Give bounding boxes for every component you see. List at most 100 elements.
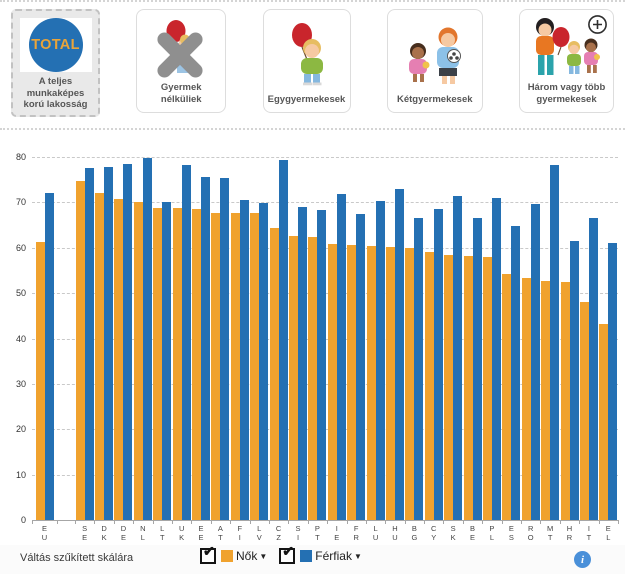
bar-ferfiak-SK[interactable] (453, 196, 463, 520)
bar-nok-RO[interactable] (521, 278, 531, 520)
bar-ferfiak-LV[interactable] (259, 203, 269, 520)
bar-nok-EU[interactable] (35, 241, 45, 520)
bar-ferfiak-CY[interactable] (433, 208, 443, 520)
bar-nok-IT[interactable] (579, 301, 589, 520)
bar-nok-LU[interactable] (366, 245, 376, 520)
legend-checkbox-nok[interactable]: ✔ (200, 543, 216, 564)
x-axis-tick (75, 520, 76, 524)
footer: Váltás szűkített skálára ✔ Nők ▼ ✔ Férfi… (0, 543, 625, 574)
bar-nok-EL[interactable] (599, 323, 609, 520)
bar-nok-LV[interactable] (250, 213, 260, 520)
x-axis-tick (404, 520, 406, 524)
bar-ferfiak-SI[interactable] (298, 207, 308, 520)
bar-ferfiak-IE[interactable] (336, 194, 346, 520)
bar-ferfiak-AT[interactable] (220, 177, 230, 520)
y-axis-label: 10 (15, 469, 26, 480)
bar-ferfiak-HU[interactable] (394, 188, 404, 520)
bar-ferfiak-CZ[interactable] (278, 160, 288, 520)
bar-ferfiak-MT[interactable] (550, 164, 560, 520)
dropdown-arrow-icon[interactable]: ▼ (259, 552, 268, 561)
bar-ferfiak-RO[interactable] (530, 203, 540, 520)
x-axis-tick (268, 520, 270, 524)
bar-nok-SI[interactable] (289, 235, 299, 520)
bar-ferfiak-UK[interactable] (181, 164, 191, 520)
legend: ✔ Nők ▼ ✔ Férfiak ▼ (200, 543, 374, 564)
tab-label-three-plus-children: Három vagy több gyermekesek (527, 82, 606, 105)
bar-ferfiak-FI[interactable] (239, 200, 249, 520)
x-axis-tick (94, 520, 96, 524)
tab-three-plus-children[interactable]: Három vagy több gyermekesek (519, 9, 614, 113)
bar-nok-DK[interactable] (95, 193, 105, 520)
bar-ferfiak-EE[interactable] (201, 176, 211, 520)
bar-nok-HR[interactable] (560, 282, 570, 520)
category-tabs: TOTAL A teljes munkaképes korú lakosság (0, 0, 625, 130)
bar-nok-UK[interactable] (172, 207, 182, 520)
tab-total[interactable]: TOTAL A teljes munkaképes korú lakosság (11, 9, 100, 117)
bar-nok-NL[interactable] (133, 201, 143, 520)
bar-ferfiak-EL[interactable] (608, 243, 618, 520)
bar-ferfiak-SE[interactable] (84, 168, 94, 520)
bar-nok-SK[interactable] (444, 255, 454, 520)
bar-ferfiak-HR[interactable] (569, 241, 579, 520)
bar-nok-LT[interactable] (153, 207, 163, 520)
bar-ferfiak-ES[interactable] (511, 225, 521, 520)
plus-circle-icon[interactable] (587, 14, 608, 40)
bar-ferfiak-IT[interactable] (588, 218, 598, 520)
bar-ferfiak-EU[interactable] (44, 193, 54, 520)
bar-nok-PT[interactable] (308, 236, 318, 520)
x-axis-tick (191, 520, 193, 524)
bar-nok-CZ[interactable] (269, 227, 279, 520)
bar-nok-SE[interactable] (75, 180, 85, 520)
bar-nok-FI[interactable] (230, 213, 240, 520)
bar-nok-FR[interactable] (347, 244, 357, 520)
bar-nok-MT[interactable] (541, 281, 551, 520)
bar-nok-HU[interactable] (385, 246, 395, 520)
scale-toggle-link[interactable]: Váltás szűkített skálára (20, 552, 134, 564)
legend-checkbox-ferfiak[interactable]: ✔ (279, 543, 296, 564)
bar-nok-CY[interactable] (424, 252, 434, 520)
chart: 0 10 20 30 40 50 60 70 80 E U S E D K D E N L L T U K E E A T F I L V C… (0, 130, 625, 545)
gridline (32, 157, 618, 158)
gridline (32, 202, 618, 204)
total-circle-icon: TOTAL (28, 18, 83, 72)
bar-ferfiak-DK[interactable] (104, 167, 114, 520)
bar-nok-EE[interactable] (192, 208, 202, 520)
bar-nok-BG[interactable] (405, 247, 415, 520)
tab-no-children[interactable]: Gyermek nélküliek (136, 9, 227, 113)
bar-ferfiak-LT[interactable] (162, 202, 172, 520)
y-axis-label: 80 (15, 152, 26, 162)
bar-nok-IE[interactable] (327, 243, 337, 520)
bar-ferfiak-BG[interactable] (414, 217, 424, 520)
x-axis-tick (307, 520, 309, 524)
tab-two-children[interactable]: Kétgyermekesek (386, 9, 483, 113)
bar-ferfiak-FR[interactable] (356, 213, 366, 520)
bar-nok-PL[interactable] (482, 257, 492, 520)
bar-ferfiak-DE[interactable] (123, 164, 133, 520)
bar-nok-ES[interactable] (502, 273, 512, 520)
tab-label-one-child: Egygyermekesek (267, 93, 346, 105)
bar-nok-DE[interactable] (114, 198, 124, 520)
total-badge-text: TOTAL (31, 37, 80, 53)
bar-ferfiak-PT[interactable] (317, 210, 327, 520)
dropdown-arrow-icon[interactable]: ▼ (353, 552, 362, 561)
bar-nok-AT[interactable] (211, 212, 221, 520)
legend-label-nok[interactable]: Nők (236, 549, 258, 563)
info-icon[interactable]: i (574, 551, 591, 568)
x-axis-tick (210, 520, 212, 524)
bar-ferfiak-LU[interactable] (375, 201, 385, 520)
bar-ferfiak-PL[interactable] (491, 197, 501, 520)
x-axis-tick (385, 520, 387, 524)
legend-label-ferfiak[interactable]: Férfiak (315, 549, 352, 563)
tab-one-child[interactable]: Egygyermekesek (262, 9, 351, 113)
bar-ferfiak-BE[interactable] (472, 218, 482, 520)
bar-nok-BE[interactable] (463, 256, 473, 520)
x-axis-tick (501, 520, 503, 524)
bar-ferfiak-NL[interactable] (142, 158, 152, 520)
legend-swatch-ferfiak (300, 550, 313, 562)
